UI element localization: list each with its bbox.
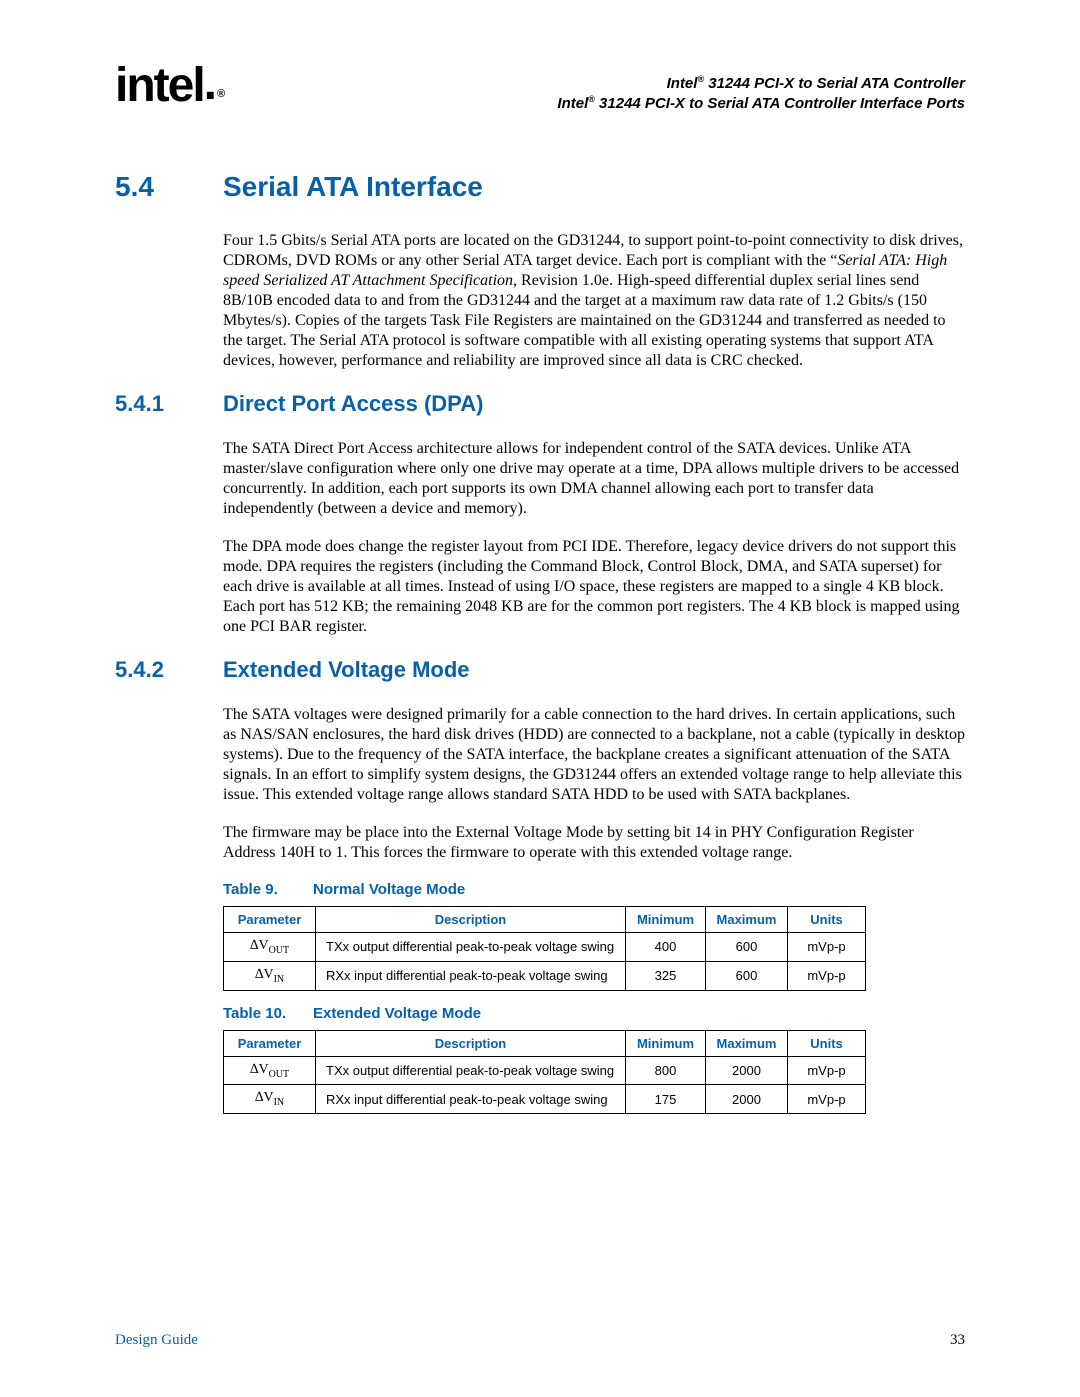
cell-minimum: 175 (626, 1085, 706, 1114)
cell-description: TXx output differential peak-to-peak vol… (316, 933, 626, 962)
logo-text: intel (115, 59, 204, 112)
subsection-1-heading: 5.4.1 Direct Port Access (DPA) (115, 391, 965, 417)
cell-units: mVp-p (788, 933, 866, 962)
table-9-caption: Table 9.Normal Voltage Mode (223, 881, 965, 898)
th-description: Description (316, 907, 626, 933)
subsection-1-number: 5.4.1 (115, 391, 223, 417)
table-header-row: Parameter Description Minimum Maximum Un… (224, 907, 866, 933)
cell-parameter: ∆VIN (224, 961, 316, 990)
section-number: 5.4 (115, 171, 223, 203)
table-10: Parameter Description Minimum Maximum Un… (223, 1030, 866, 1115)
cell-maximum: 2000 (706, 1056, 788, 1085)
logo-dot: . (204, 60, 215, 108)
page-footer: Design Guide 33 (115, 1332, 965, 1349)
cell-parameter: ∆VOUT (224, 1056, 316, 1085)
subsection-2-title: Extended Voltage Mode (223, 657, 470, 683)
th-minimum: Minimum (626, 907, 706, 933)
table-row: ∆VOUT TXx output differential peak-to-pe… (224, 1056, 866, 1085)
header-line-2: Intel® 31244 PCI-X to Serial ATA Control… (557, 94, 965, 114)
subsection-1-paragraph-1: The SATA Direct Port Access architecture… (223, 439, 965, 519)
cell-parameter: ∆VOUT (224, 933, 316, 962)
th-description: Description (316, 1030, 626, 1056)
subsection-1-title: Direct Port Access (DPA) (223, 391, 483, 417)
footer-left: Design Guide (115, 1332, 198, 1349)
logo-registered: ® (217, 88, 223, 100)
page-header: intel.® Intel® 31244 PCI-X to Serial ATA… (115, 62, 965, 113)
cell-parameter: ∆VIN (224, 1085, 316, 1114)
cell-units: mVp-p (788, 1056, 866, 1085)
th-parameter: Parameter (224, 1030, 316, 1056)
cell-maximum: 600 (706, 933, 788, 962)
table-row: ∆VIN RXx input differential peak-to-peak… (224, 961, 866, 990)
cell-minimum: 325 (626, 961, 706, 990)
table-9: Parameter Description Minimum Maximum Un… (223, 906, 866, 991)
th-maximum: Maximum (706, 907, 788, 933)
th-parameter: Parameter (224, 907, 316, 933)
header-titles: Intel® 31244 PCI-X to Serial ATA Control… (557, 62, 965, 113)
subsection-2-paragraph-1: The SATA voltages were designed primaril… (223, 705, 965, 805)
intel-logo: intel.® (115, 62, 221, 110)
subsection-1-paragraph-2: The DPA mode does change the register la… (223, 537, 965, 637)
subsection-2-heading: 5.4.2 Extended Voltage Mode (115, 657, 965, 683)
cell-units: mVp-p (788, 1085, 866, 1114)
table-9-title: Normal Voltage Mode (313, 881, 465, 898)
th-minimum: Minimum (626, 1030, 706, 1056)
cell-description: RXx input differential peak-to-peak volt… (316, 961, 626, 990)
cell-minimum: 400 (626, 933, 706, 962)
subsection-2-paragraph-2: The firmware may be place into the Exter… (223, 823, 965, 863)
cell-description: RXx input differential peak-to-peak volt… (316, 1085, 626, 1114)
cell-description: TXx output differential peak-to-peak vol… (316, 1056, 626, 1085)
section-heading: 5.4 Serial ATA Interface (115, 171, 965, 203)
table-10-caption: Table 10.Extended Voltage Mode (223, 1005, 965, 1022)
table-9-number: Table 9. (223, 881, 313, 898)
cell-minimum: 800 (626, 1056, 706, 1085)
cell-maximum: 600 (706, 961, 788, 990)
table-10-number: Table 10. (223, 1005, 313, 1022)
cell-maximum: 2000 (706, 1085, 788, 1114)
subsection-2-number: 5.4.2 (115, 657, 223, 683)
table-10-title: Extended Voltage Mode (313, 1005, 481, 1022)
table-row: ∆VOUT TXx output differential peak-to-pe… (224, 933, 866, 962)
header-line-1: Intel® 31244 PCI-X to Serial ATA Control… (557, 74, 965, 94)
table-row: ∆VIN RXx input differential peak-to-peak… (224, 1085, 866, 1114)
th-maximum: Maximum (706, 1030, 788, 1056)
th-units: Units (788, 907, 866, 933)
th-units: Units (788, 1030, 866, 1056)
footer-page-number: 33 (950, 1332, 965, 1349)
section-paragraph-1: Four 1.5 Gbits/s Serial ATA ports are lo… (223, 231, 965, 371)
cell-units: mVp-p (788, 961, 866, 990)
section-title: Serial ATA Interface (223, 171, 483, 203)
table-header-row: Parameter Description Minimum Maximum Un… (224, 1030, 866, 1056)
